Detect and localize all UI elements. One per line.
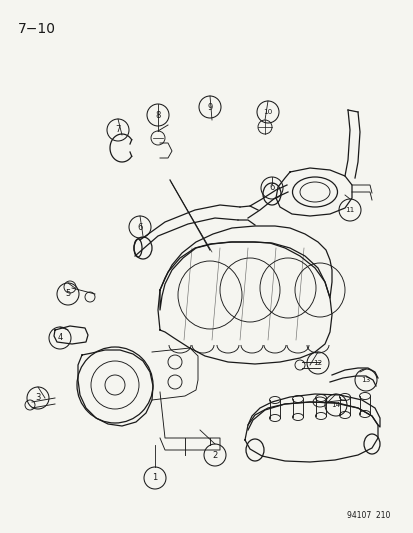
Text: 5: 5	[65, 289, 71, 298]
Text: 12: 12	[313, 360, 322, 366]
Text: 11: 11	[344, 207, 354, 213]
Text: 94107  210: 94107 210	[346, 511, 389, 520]
Text: 2: 2	[212, 450, 217, 459]
Text: 10: 10	[263, 109, 272, 115]
Text: 3: 3	[35, 393, 40, 402]
Text: 7−10: 7−10	[18, 22, 56, 36]
Text: 1: 1	[152, 473, 157, 482]
Text: 7: 7	[115, 125, 121, 134]
Text: 9: 9	[207, 102, 212, 111]
Text: 13: 13	[361, 377, 370, 383]
Text: 6: 6	[269, 183, 274, 192]
Text: 8: 8	[155, 110, 160, 119]
Text: 14: 14	[330, 402, 340, 408]
Text: 6: 6	[137, 222, 142, 231]
Text: 4: 4	[57, 334, 62, 343]
